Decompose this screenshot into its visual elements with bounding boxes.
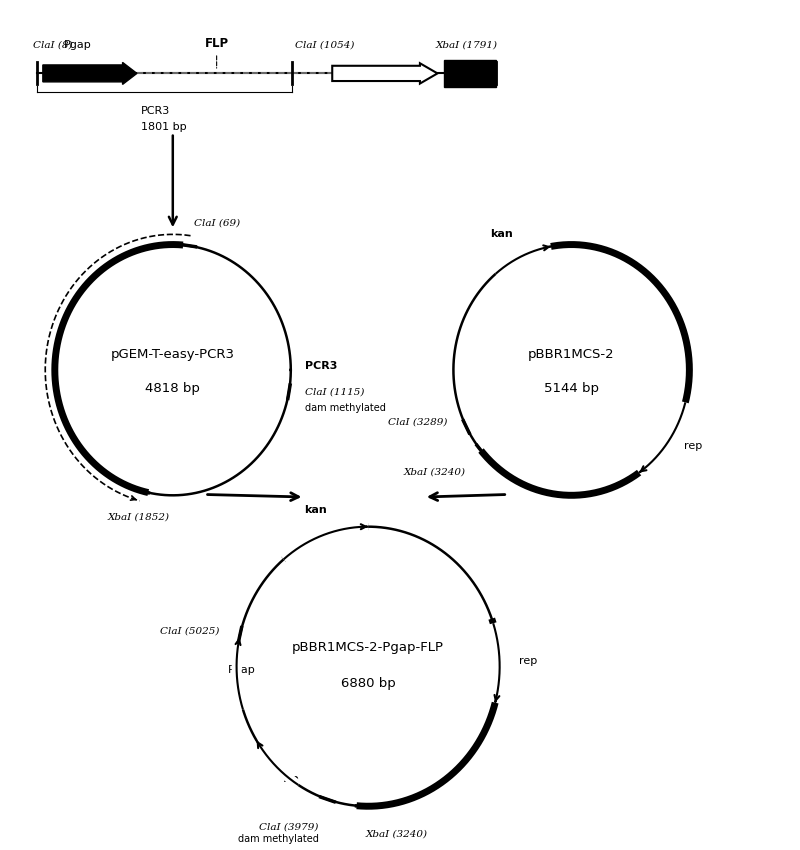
Text: pGEM-T-easy-PCR3: pGEM-T-easy-PCR3 (110, 348, 234, 361)
Text: XbaI (3240): XbaI (3240) (403, 468, 466, 476)
Text: ClaI (3979): ClaI (3979) (259, 822, 318, 831)
Text: ClaI (1054): ClaI (1054) (294, 41, 354, 49)
FancyArrow shape (43, 62, 137, 84)
Text: Pgap: Pgap (63, 40, 91, 49)
Text: flp: flp (282, 774, 299, 785)
Text: PCR3: PCR3 (141, 105, 170, 116)
Text: dam methylated: dam methylated (238, 834, 318, 844)
Text: XbaI (3240): XbaI (3240) (366, 830, 428, 839)
Text: dam methylated: dam methylated (305, 403, 386, 413)
Text: 5144 bp: 5144 bp (544, 382, 599, 395)
Text: PCR3: PCR3 (305, 360, 337, 371)
Text: Pgap: Pgap (227, 666, 255, 675)
Text: kan: kan (304, 506, 326, 515)
Text: kan: kan (490, 229, 513, 239)
Text: rep: rep (684, 441, 702, 451)
FancyArrow shape (332, 63, 438, 83)
Text: pBBR1MCS-2: pBBR1MCS-2 (528, 348, 614, 361)
Text: FLP: FLP (205, 37, 229, 49)
Text: ClaI (1115): ClaI (1115) (305, 388, 364, 397)
Text: ClaI (69): ClaI (69) (194, 218, 240, 227)
Text: ClaI (3289): ClaI (3289) (388, 418, 447, 427)
Text: XbaI (1852): XbaI (1852) (108, 513, 170, 522)
Text: 4818 bp: 4818 bp (146, 382, 200, 395)
Text: 1801 bp: 1801 bp (141, 122, 186, 132)
Text: rep: rep (519, 656, 538, 666)
Text: pBBR1MCS-2-Pgap-FLP: pBBR1MCS-2-Pgap-FLP (292, 641, 444, 654)
Text: ClaI (8): ClaI (8) (34, 41, 73, 49)
Text: ClaI (5025): ClaI (5025) (160, 626, 220, 636)
Text: XbaI (1791): XbaI (1791) (436, 41, 498, 49)
Bar (444, 60, 496, 87)
Text: 6880 bp: 6880 bp (341, 677, 395, 690)
